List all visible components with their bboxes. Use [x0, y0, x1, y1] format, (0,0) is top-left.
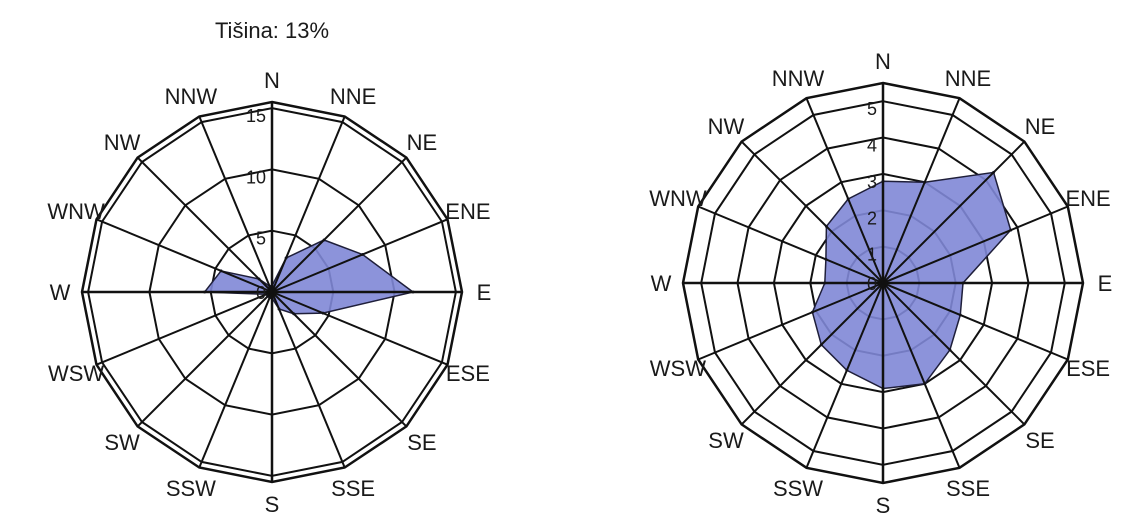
spoke-ne — [271, 156, 408, 293]
tick-label-2: 2 — [867, 208, 877, 228]
spoke-nnw — [198, 116, 273, 293]
direction-label-s: S — [876, 493, 891, 518]
direction-label-ssw: SSW — [166, 476, 216, 501]
spoke-sw — [740, 282, 884, 426]
spoke-ssw — [805, 282, 884, 469]
direction-label-nw: NW — [708, 114, 745, 139]
tick-label-5: 5 — [256, 229, 266, 249]
tick-label-0: 0 — [867, 274, 877, 294]
direction-label-nnw: NNW — [165, 84, 218, 109]
spoke-ssw — [198, 291, 273, 468]
spoke-ese — [271, 291, 448, 366]
direction-label-n: N — [264, 68, 280, 93]
chart-title: Tišina: 13% — [215, 18, 329, 43]
wind-rose-right: 0 1 2 3 4 5 N NNE NE ENE E ESE SE SSE S SSW SW WSW W WNW NW N… — [649, 49, 1112, 518]
spoke-sse — [882, 282, 961, 469]
direction-label-n: N — [875, 49, 891, 74]
direction-label-sse: SSE — [946, 476, 990, 501]
spoke-nne — [882, 97, 961, 284]
direction-label-s: S — [265, 492, 280, 517]
wind-rose-left: Tišina: 13% 0 5 10 15 N NNE NE ENE E ESE SE SSE S SSW… — [47, 18, 491, 517]
direction-label-nne: NNE — [945, 66, 991, 91]
direction-label-nnw: NNW — [772, 66, 825, 91]
tick-label-15: 15 — [246, 106, 266, 126]
spoke-ne — [882, 140, 1026, 284]
direction-label-wnw: WNW — [47, 199, 105, 224]
spoke-sse — [271, 291, 346, 468]
direction-label-se: SE — [1025, 428, 1054, 453]
spoke-ese — [882, 282, 1069, 361]
tick-label-5: 5 — [867, 99, 877, 119]
spoke-se — [271, 291, 408, 428]
tick-label-10: 10 — [246, 167, 266, 187]
direction-label-w: W — [651, 271, 672, 296]
direction-label-e: E — [477, 280, 492, 305]
direction-label-ne: NE — [1025, 114, 1056, 139]
spoke-wsw — [96, 291, 273, 366]
spoke-wnw — [96, 218, 273, 293]
direction-label-wsw: WSW — [650, 356, 706, 381]
spoke-ene — [882, 205, 1069, 284]
tick-label-1: 1 — [867, 245, 877, 265]
direction-label-ene: ENE — [1065, 186, 1110, 211]
direction-label-w: W — [50, 280, 71, 305]
tick-label-3: 3 — [867, 172, 877, 192]
direction-label-nw: NW — [104, 130, 141, 155]
direction-label-ne: NE — [407, 130, 438, 155]
direction-label-wsw: WSW — [48, 361, 104, 386]
spoke-nw — [740, 140, 884, 284]
data-area — [811, 171, 1012, 390]
direction-label-sw: SW — [104, 430, 140, 455]
spoke-wsw — [697, 282, 884, 361]
spoke-nnw — [805, 97, 884, 284]
spoke-sw — [136, 291, 273, 428]
spoke-ene — [271, 218, 448, 293]
direction-label-ese: ESE — [446, 361, 490, 386]
tick-label-4: 4 — [867, 136, 877, 156]
direction-label-se: SE — [407, 430, 436, 455]
direction-label-e: E — [1098, 271, 1113, 296]
spoke-nw — [136, 156, 273, 293]
direction-label-wnw: WNW — [649, 186, 707, 211]
direction-label-nne: NNE — [330, 84, 376, 109]
direction-label-sw: SW — [708, 428, 744, 453]
direction-label-ssw: SSW — [773, 476, 823, 501]
spoke-wnw — [697, 205, 884, 284]
spoke-nne — [271, 116, 346, 293]
direction-label-sse: SSE — [331, 476, 375, 501]
spoke-se — [882, 282, 1026, 426]
direction-label-ese: ESE — [1066, 356, 1110, 381]
tick-label-0: 0 — [256, 283, 266, 303]
direction-label-ene: ENE — [445, 199, 490, 224]
